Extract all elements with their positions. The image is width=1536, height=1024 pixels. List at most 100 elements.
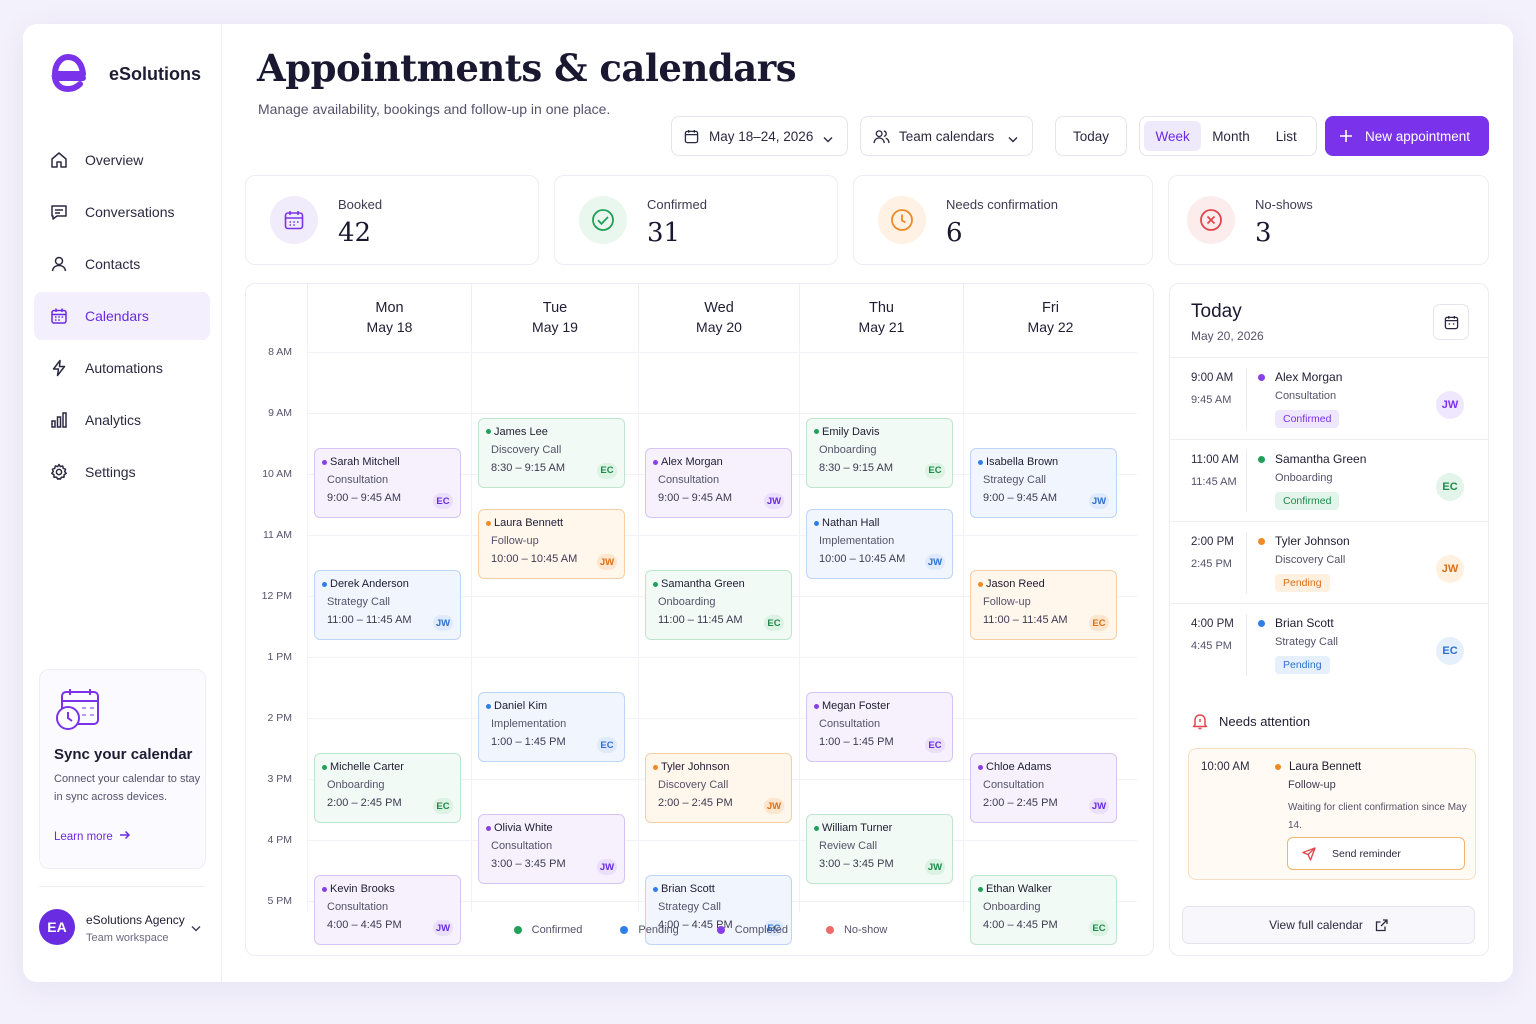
day-header-thu[interactable]: Thu May 21 bbox=[799, 284, 963, 348]
assignee-badge: EC bbox=[764, 920, 784, 936]
clock-icon bbox=[878, 196, 926, 244]
workspace-switcher[interactable]: EA eSolutions Agency Team workspace bbox=[39, 886, 206, 966]
calendar-event[interactable]: Megan Foster Consultation 1:00 – 1:45 PM EC bbox=[806, 692, 953, 762]
calendar-event[interactable]: Ethan Walker Onboarding 4:00 – 4:45 PM EC bbox=[970, 875, 1117, 945]
event-type: Onboarding bbox=[658, 596, 716, 608]
calendar-event[interactable]: Brian Scott Strategy Call 4:00 – 4:45 PM EC bbox=[645, 875, 792, 945]
status-badge: Pending bbox=[1275, 574, 1330, 592]
app-window: eSolutions Overview Conversations Contac… bbox=[23, 24, 1513, 982]
calendar-event[interactable]: Laura Bennett Follow-up 10:00 – 10:45 AM JW bbox=[478, 509, 625, 579]
today-button[interactable]: Today bbox=[1055, 116, 1127, 156]
today-appointment[interactable]: 2:00 PM 2:45 PM Tyler Johnson Discovery Cal… bbox=[1170, 521, 1488, 603]
status-dot bbox=[653, 886, 658, 892]
assignee-badge: JW bbox=[597, 859, 617, 875]
team-calendars-select[interactable]: Team calendars bbox=[860, 116, 1033, 156]
date-range-label: May 18–24, 2026 bbox=[709, 128, 814, 144]
sidebar-item-contacts[interactable]: Contacts bbox=[34, 240, 210, 288]
calendar-event[interactable]: Tyler Johnson Discovery Call 2:00 – 2:45 P… bbox=[645, 753, 792, 823]
calendar-event[interactable]: Chloe Adams Consultation 2:00 – 2:45 PM JW bbox=[970, 753, 1117, 823]
day-header-tue[interactable]: Tue May 19 bbox=[471, 284, 638, 348]
sidebar-item-automations[interactable]: Automations bbox=[34, 344, 210, 392]
appointment-divider bbox=[1246, 450, 1247, 512]
calendar-event[interactable]: Nathan Hall Implementation 10:00 – 10:45 A… bbox=[806, 509, 953, 579]
assignee-badge: EC bbox=[1089, 615, 1109, 631]
hour-label: 11 AM bbox=[263, 529, 292, 541]
event-name-text: Daniel Kim bbox=[494, 700, 548, 712]
appointment-start: 4:00 PM bbox=[1191, 618, 1234, 630]
event-name-text: Michelle Carter bbox=[330, 761, 404, 773]
calendar-event[interactable]: Alex Morgan Consultation 9:00 – 9:45 AM JW bbox=[645, 448, 792, 518]
view-full-calendar-button[interactable]: View full calendar bbox=[1182, 906, 1475, 944]
stat-card-confirmed: Confirmed 31 bbox=[554, 175, 838, 265]
date-range-select[interactable]: May 18–24, 2026 bbox=[671, 116, 848, 156]
calendar-event[interactable]: Emily Davis Onboarding 8:30 – 9:15 AM EC bbox=[806, 417, 953, 488]
send-reminder-button[interactable]: Send reminder bbox=[1287, 837, 1465, 870]
event-type: Onboarding bbox=[983, 901, 1041, 913]
attention-card[interactable]: 10:00 AM Laura Bennett Follow-up Waiting… bbox=[1188, 748, 1476, 880]
event-time: 9:00 – 9:45 AM bbox=[327, 492, 401, 504]
day-header-wed[interactable]: Wed May 20 bbox=[638, 284, 799, 348]
plus-icon bbox=[1339, 129, 1353, 143]
user-icon bbox=[49, 254, 69, 274]
assignee-badge: EC bbox=[597, 737, 617, 753]
legend-label: No-show bbox=[843, 924, 888, 936]
assignee-badge: JW bbox=[1089, 493, 1109, 509]
sync-text: Connect your calendar to stay in sync ac… bbox=[54, 773, 201, 803]
status-dot bbox=[322, 581, 327, 587]
event-name: Brian Scott bbox=[653, 883, 791, 895]
day-header-fri[interactable]: Fri May 22 bbox=[963, 284, 1137, 348]
learn-more-link[interactable]: Learn more bbox=[54, 830, 131, 843]
event-name: Daniel Kim bbox=[486, 700, 624, 712]
view-list-button[interactable]: List bbox=[1275, 128, 1297, 144]
event-time: 2:00 – 2:45 PM bbox=[327, 797, 402, 809]
event-name-text: William Turner bbox=[822, 822, 893, 834]
week-calendar: Mon May 18 Tue May 19 Wed May 20 Thu May 21 Fri M… bbox=[245, 283, 1154, 956]
today-appointment[interactable]: 4:00 PM 4:45 PM Brian Scott Strategy Call Pe… bbox=[1170, 603, 1488, 685]
calendar-event[interactable]: Jason Reed Follow-up 11:00 – 11:45 AM EC bbox=[970, 570, 1117, 640]
sidebar-item-conversations[interactable]: Conversations bbox=[34, 188, 210, 236]
sidebar-item-settings[interactable]: Settings bbox=[34, 448, 210, 496]
sidebar-item-analytics[interactable]: Analytics bbox=[34, 396, 210, 444]
new-appointment-button[interactable]: New appointment bbox=[1325, 116, 1489, 156]
calendar-event[interactable]: Michelle Carter Onboarding 2:00 – 2:45 PM E… bbox=[314, 753, 461, 823]
bar-chart-icon bbox=[49, 410, 69, 430]
sidebar-item-overview[interactable]: Overview bbox=[34, 136, 210, 184]
calendar-event[interactable]: Isabella Brown Strategy Call 9:00 – 9:45 A… bbox=[970, 448, 1117, 518]
sidebar-item-label: Settings bbox=[85, 464, 136, 480]
view-week-button[interactable]: Week bbox=[1144, 121, 1202, 151]
hour-label: 5 PM bbox=[267, 895, 292, 907]
brand[interactable]: eSolutions bbox=[47, 52, 201, 99]
status-dot bbox=[486, 825, 491, 831]
hour-label: 8 AM bbox=[268, 346, 292, 358]
event-time: 8:30 – 9:15 AM bbox=[491, 461, 565, 474]
calendar-event[interactable]: Daniel Kim Implementation 1:00 – 1:45 PM EC bbox=[478, 692, 625, 762]
day-header-mon[interactable]: Mon May 18 bbox=[307, 284, 471, 348]
calendar-event[interactable]: William Turner Review Call 3:00 – 3:45 PM J… bbox=[806, 814, 953, 884]
sidebar-item-calendars[interactable]: Calendars bbox=[34, 292, 210, 340]
today-appointment[interactable]: 11:00 AM 11:45 AM Samantha Green Onboarding… bbox=[1170, 439, 1488, 521]
event-name: Jason Reed bbox=[978, 578, 1116, 590]
chevron-down-icon bbox=[823, 131, 833, 146]
sidebar-item-label: Overview bbox=[85, 152, 144, 168]
calendar-event[interactable]: Olivia White Consultation 3:00 – 3:45 PM JW bbox=[478, 814, 625, 884]
calendar-event[interactable]: Samantha Green Onboarding 11:00 – 11:45 AM… bbox=[645, 570, 792, 640]
event-name-text: Isabella Brown bbox=[986, 456, 1059, 468]
event-name: Samantha Green bbox=[653, 578, 791, 590]
sync-calendar-card: Sync your calendar Connect your calendar… bbox=[39, 669, 206, 869]
appointment-name: Samantha Green bbox=[1258, 452, 1366, 466]
event-name: Sarah Mitchell bbox=[322, 456, 460, 468]
chevron-down-icon bbox=[1008, 131, 1018, 146]
status-dot bbox=[814, 520, 819, 526]
event-name: Alex Morgan bbox=[653, 456, 791, 468]
calendar-event[interactable]: Kevin Brooks Consultation 4:00 – 4:45 PM JW bbox=[314, 875, 461, 945]
calendar-event[interactable]: James Lee Discovery Call 8:30 – 9:15 AM EC bbox=[478, 417, 625, 488]
today-calendar-button[interactable] bbox=[1433, 304, 1469, 340]
status-dot bbox=[814, 825, 819, 831]
calendar-event[interactable]: Derek Anderson Strategy Call 11:00 – 11:45… bbox=[314, 570, 461, 640]
view-month-button[interactable]: Month bbox=[1212, 128, 1250, 144]
calendar-event[interactable]: Sarah Mitchell Consultation 9:00 – 9:45 AM… bbox=[314, 448, 461, 518]
today-appointment[interactable]: 9:00 AM 9:45 AM Alex Morgan Consultation Con… bbox=[1170, 357, 1488, 439]
status-dot bbox=[814, 703, 819, 709]
sidebar-item-label: Analytics bbox=[85, 412, 142, 428]
event-time: 1:00 – 1:45 PM bbox=[491, 736, 566, 748]
